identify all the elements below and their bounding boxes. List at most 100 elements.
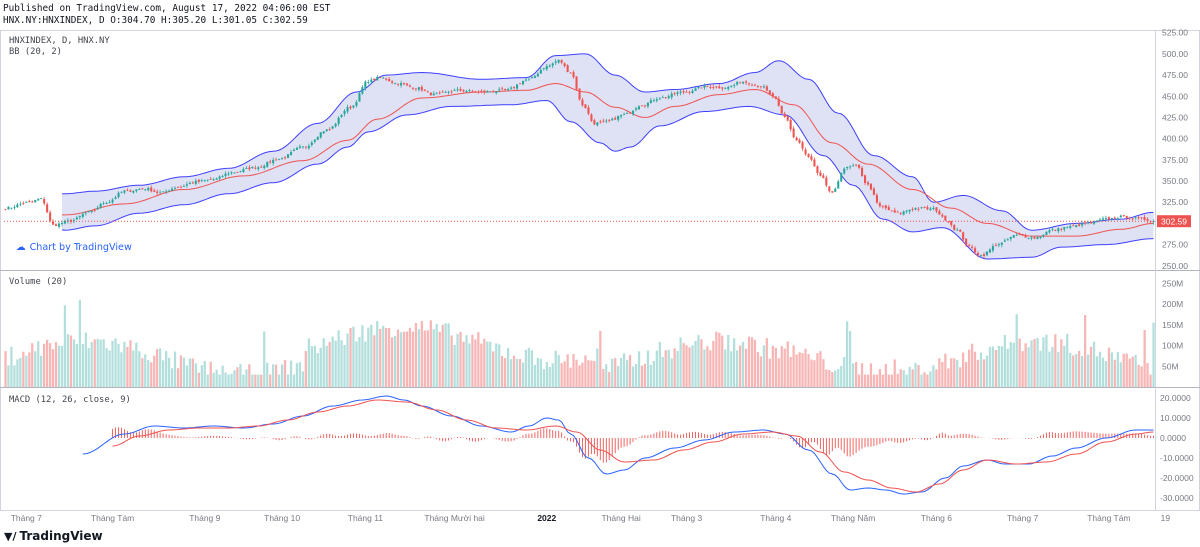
volume-bar [429, 320, 432, 387]
volume-bar [1036, 338, 1039, 387]
candle-body [602, 120, 605, 122]
volume-pane-title: Volume (20) [9, 277, 67, 287]
volume-bar [456, 333, 459, 387]
candle-body [1087, 222, 1090, 224]
candle-body [739, 82, 742, 84]
candle-body [768, 90, 771, 95]
candle-body [1125, 215, 1128, 218]
candle-body [150, 187, 153, 192]
time-tick-label: 19 [1161, 513, 1171, 523]
candle-body [477, 91, 480, 93]
volume-bar [379, 328, 382, 387]
candle-body [584, 104, 587, 109]
candle-body [887, 207, 890, 210]
candle-body [1137, 217, 1140, 219]
volume-bar [486, 341, 489, 387]
volume-bar [165, 351, 168, 387]
volume-bar [1024, 343, 1027, 387]
volume-bar [840, 366, 843, 387]
volume-bar [866, 374, 870, 387]
volume-bar [123, 341, 126, 387]
candle-body [551, 63, 554, 66]
volume-bar [1015, 314, 1018, 387]
candle-body [298, 146, 301, 148]
candle-body [52, 221, 55, 225]
volume-bar [501, 355, 504, 387]
volume-bar [1066, 333, 1069, 387]
volume-bar [875, 374, 879, 387]
volume-bar [1081, 356, 1084, 387]
candle-body [28, 201, 31, 203]
candle-body [388, 79, 391, 82]
time-tick-label: Tháng 3 [671, 513, 702, 523]
candle-body [956, 229, 959, 231]
candle-body [468, 90, 471, 92]
volume-bar [1048, 351, 1051, 387]
candle-body [411, 87, 414, 89]
candle-body [688, 91, 691, 93]
volume-bar [703, 349, 706, 387]
volume-bar [1078, 350, 1081, 387]
candle-body [864, 175, 867, 183]
candle-body [908, 209, 911, 212]
volume-bar [69, 335, 73, 387]
candle-body [507, 89, 510, 91]
volume-bar [590, 360, 593, 387]
volume-bar [182, 357, 186, 387]
candle-body [1033, 237, 1036, 239]
candle-body [319, 132, 322, 138]
volume-bar [825, 369, 828, 387]
candle-body [712, 87, 715, 88]
volume-bar [25, 355, 28, 387]
candle-body [721, 87, 724, 89]
candle-body [643, 105, 646, 107]
candle-body [55, 224, 58, 226]
volume-bar [962, 352, 965, 387]
candle-body [858, 164, 861, 168]
volume-bar [1027, 347, 1030, 387]
volume-bar [539, 358, 542, 387]
candle-body [840, 173, 843, 182]
candle-body [349, 106, 352, 109]
candle-body [715, 86, 718, 88]
volume-bar [322, 338, 325, 387]
volume-bar [914, 362, 917, 387]
volume-bar [1060, 339, 1063, 387]
tradingview-logo[interactable]: ▼/TradingView [4, 529, 103, 543]
volume-bar [272, 364, 275, 387]
candle-body [185, 184, 188, 186]
candle-body [742, 82, 745, 84]
volume-bar [1003, 335, 1006, 387]
macd-pane-title: MACD (12, 26, close, 9) [9, 395, 131, 405]
chart-by-tradingview-link[interactable]: ☁ Chart by TradingView [16, 242, 132, 253]
candle-body [251, 166, 254, 169]
candle-body [450, 91, 453, 93]
volume-bar [141, 358, 144, 387]
candle-body [780, 105, 783, 114]
time-tick-label: Tháng 6 [921, 513, 952, 523]
volume-bar [352, 326, 355, 387]
volume-tick-label: 50M [1162, 361, 1179, 371]
candle-body [400, 83, 403, 86]
last-price-badge [1157, 215, 1191, 228]
candle-body [572, 72, 575, 78]
volume-bar [495, 343, 498, 387]
volume-bar [283, 360, 287, 387]
volume-bar [747, 336, 751, 387]
candle-body [1042, 234, 1045, 237]
candle-body [453, 89, 456, 91]
volume-bar [1104, 361, 1108, 387]
candle-body [679, 91, 682, 93]
macd-tick-label: 0.0000 [1160, 433, 1186, 443]
volume-tick-label: 200M [1162, 299, 1183, 309]
volume-bar [138, 351, 141, 387]
candle-body [881, 205, 884, 207]
volume-bar [1069, 352, 1072, 387]
volume-bar [197, 372, 200, 387]
candle-body [623, 114, 626, 116]
volume-bar [19, 357, 22, 387]
candle-body [355, 102, 358, 106]
candle-body [352, 105, 355, 108]
tradingview-cloud-icon: ☁ [16, 242, 26, 253]
